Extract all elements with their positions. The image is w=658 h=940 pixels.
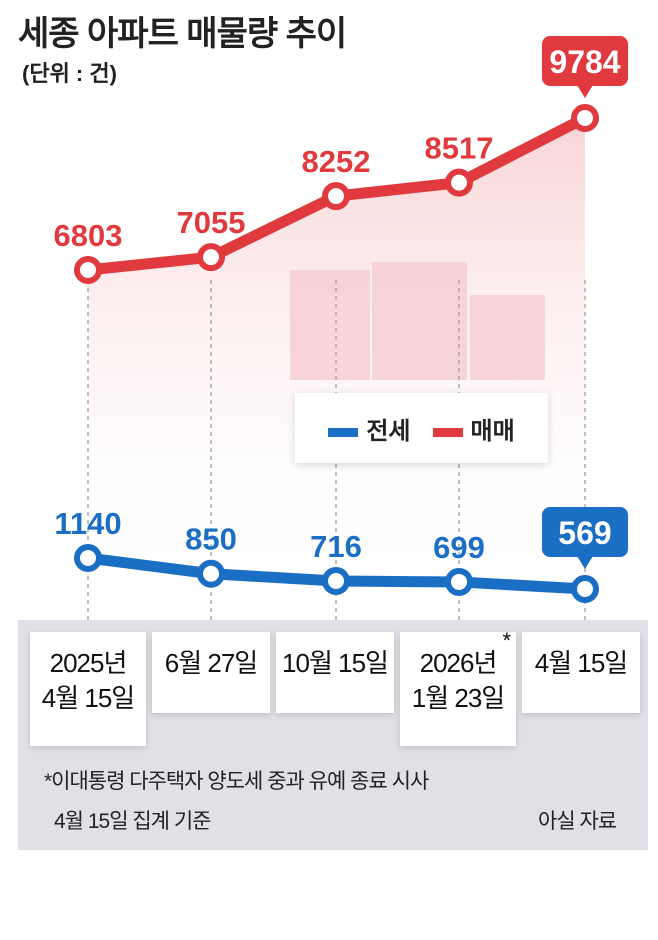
callout-box <box>542 507 628 557</box>
legend: 전세 매매 <box>295 393 548 463</box>
data-label: 8517 <box>425 131 494 166</box>
data-point <box>322 567 350 596</box>
x-tick-line: 4월 15일 <box>534 648 628 678</box>
x-tick-line: 10월 15일 <box>282 648 389 678</box>
legend-swatch <box>328 427 359 437</box>
data-point <box>74 256 102 284</box>
data-label: 9784 <box>549 44 620 80</box>
unit-label: (단위 : 건) <box>22 61 117 86</box>
footnote: *이대통령 다주택자 양도세 중과 유예 종료 시사 <box>44 770 429 793</box>
data-label: 569 <box>558 515 611 551</box>
x-tick-line: 2026년 <box>419 648 498 678</box>
data-point <box>197 243 225 272</box>
data-point <box>445 567 473 596</box>
callout-box <box>542 36 628 86</box>
data-point <box>571 575 599 603</box>
data-point <box>445 168 473 197</box>
data-label: 6803 <box>54 218 123 253</box>
callout-pointer <box>577 85 593 98</box>
legend-item-maemae: 매매 <box>432 411 515 446</box>
data-point <box>74 544 102 572</box>
area-fill <box>88 118 585 600</box>
legend-label: 매매 <box>470 417 515 445</box>
legend-swatch <box>432 427 463 437</box>
data-point <box>197 559 225 588</box>
x-tick-label: 2025년 4월 15일 <box>30 632 146 746</box>
data-label: 850 <box>185 522 237 557</box>
data-point <box>322 182 350 211</box>
data-label: 699 <box>433 530 485 565</box>
legend-item-jeonse: 전세 <box>328 411 411 446</box>
legend-label: 전세 <box>366 417 411 445</box>
x-tick-line: 4월 15일 <box>41 683 135 713</box>
callout-pointer <box>577 556 593 569</box>
x-tick-label: 6월 27일 <box>152 632 270 713</box>
x-tick-label: 4월 15일 <box>522 632 640 713</box>
annotation-mark: * <box>502 628 511 653</box>
data-label: 7055 <box>177 205 246 240</box>
source-note: 아실 자료 <box>538 810 617 833</box>
x-tick-label: 10월 15일 <box>276 632 394 713</box>
basis-note: 4월 15일 집계 기준 <box>54 810 211 833</box>
data-label: 8252 <box>302 144 371 179</box>
x-tick-label: * 2026년 1월 23일 <box>400 628 516 746</box>
x-tick-line: 6월 27일 <box>164 648 258 678</box>
data-point <box>571 104 599 132</box>
x-tick-line: 2025년 <box>49 648 128 678</box>
chart-title: 세종 아파트 매물량 추이 <box>18 15 347 53</box>
data-label: 1140 <box>54 506 121 541</box>
x-tick-line: 1월 23일 <box>411 683 505 713</box>
data-label: 716 <box>310 529 362 564</box>
